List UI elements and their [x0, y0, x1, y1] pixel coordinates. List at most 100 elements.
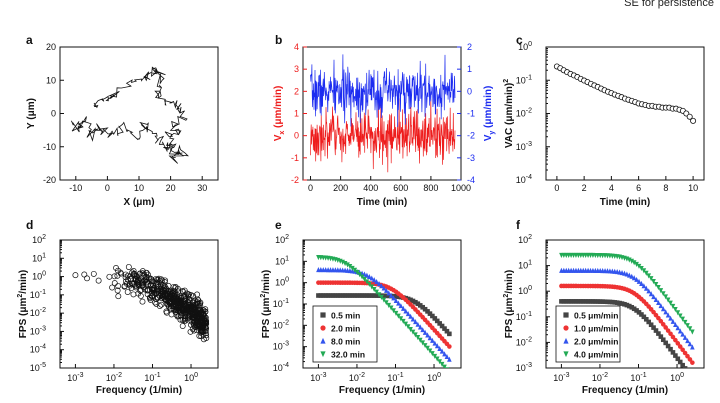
- data-marker: [430, 313, 435, 319]
- fps-point: [167, 306, 174, 313]
- data-marker: [337, 293, 343, 298]
- data-marker: [405, 296, 411, 302]
- fps-point: [177, 316, 184, 323]
- panel-d-xlabel: Frequency (1/min): [96, 385, 182, 396]
- series-0-5-min: [316, 293, 452, 337]
- fps-point: [158, 301, 165, 308]
- data-marker: [384, 287, 389, 293]
- data-marker: [447, 356, 452, 362]
- fps-point: [121, 283, 128, 290]
- panel-label-e: e: [275, 218, 282, 232]
- data-marker: [393, 294, 399, 299]
- data-marker: [670, 350, 676, 355]
- data-marker: [634, 261, 639, 268]
- data-marker: [398, 316, 404, 322]
- fps-point: [166, 298, 173, 305]
- fps-point: [95, 277, 102, 284]
- panel-f-ytick-label: 102: [518, 234, 532, 245]
- data-marker: [379, 283, 384, 289]
- data-marker: [352, 293, 358, 298]
- data-marker: [675, 356, 681, 362]
- data-marker: [369, 284, 375, 290]
- data-marker: [648, 276, 654, 282]
- fps-point: [115, 267, 121, 274]
- fps-point: [190, 303, 197, 310]
- data-marker: [447, 344, 452, 349]
- data-marker: [408, 313, 413, 319]
- data-marker: [677, 359, 683, 365]
- data-marker: [682, 350, 688, 356]
- data-marker: [561, 299, 567, 304]
- data-marker: [629, 273, 635, 279]
- data-marker: [600, 299, 605, 304]
- data-marker: [636, 263, 642, 269]
- data-marker: [663, 340, 668, 346]
- series-1-0-m-min: [559, 283, 695, 365]
- data-marker: [408, 297, 413, 303]
- data-marker: [639, 280, 644, 286]
- panel-b-left-ytick-label: -2: [291, 175, 299, 185]
- panel-d-ytick-label: 100: [32, 271, 46, 282]
- legend-marker-1: [563, 325, 569, 331]
- fps-point: [114, 287, 121, 294]
- panel-c-ytick-label: 10-4: [516, 174, 532, 185]
- data-marker: [381, 285, 387, 291]
- panel-c-frame: [545, 46, 705, 181]
- fps-point: [187, 305, 194, 312]
- data-marker: [425, 332, 430, 338]
- panel-d-xtick-label: 10-3: [67, 372, 83, 383]
- fps-point: [115, 283, 122, 289]
- data-marker: [634, 276, 639, 282]
- data-marker: [588, 299, 593, 304]
- fps-point: [202, 308, 209, 315]
- data-marker: [345, 262, 350, 268]
- panel-c-ytick-label: 10-2: [516, 108, 532, 119]
- panel-a-xtick-label: 20: [166, 183, 176, 193]
- data-marker: [663, 309, 668, 315]
- data-marker: [658, 303, 664, 309]
- panel-e-ytick-label: 102: [275, 234, 289, 245]
- data-marker: [434, 318, 440, 324]
- fps-point: [200, 322, 207, 328]
- data-marker: [335, 293, 341, 298]
- panel-a-xtick-label: 0: [105, 183, 110, 193]
- data-marker: [367, 293, 372, 298]
- data-marker: [350, 265, 355, 271]
- fps-point: [163, 309, 170, 316]
- panel-b-xlabel: Time (min): [357, 197, 407, 208]
- data-marker: [347, 264, 353, 270]
- fps-point: [172, 295, 179, 302]
- data-marker: [680, 331, 685, 337]
- fps-point: [109, 284, 116, 291]
- legend-label: 4.0 μm/min: [574, 350, 618, 360]
- data-marker: [354, 293, 360, 298]
- series-32-0-min: [316, 255, 450, 368]
- data-marker: [371, 293, 377, 298]
- data-marker: [367, 273, 372, 280]
- data-marker: [585, 299, 591, 304]
- data-marker: [396, 313, 401, 319]
- panel-label-b: b: [275, 33, 282, 47]
- data-marker: [444, 353, 450, 360]
- data-marker: [590, 299, 596, 304]
- panel-b-xtick-label: 800: [423, 183, 438, 193]
- panel-c-ytick-label: 10-3: [516, 141, 532, 152]
- vx-series-line: [310, 98, 456, 173]
- data-marker: [354, 269, 360, 276]
- data-marker: [614, 300, 620, 305]
- data-marker: [665, 328, 671, 333]
- data-marker: [641, 314, 647, 320]
- panel-b-right-ytick-label: -4: [467, 175, 475, 185]
- fps-point: [84, 275, 90, 282]
- fps-point: [200, 310, 207, 317]
- data-marker: [656, 315, 661, 321]
- fps-point: [154, 276, 161, 283]
- data-marker: [690, 344, 695, 350]
- fps-point: [203, 320, 210, 327]
- data-marker: [656, 299, 661, 306]
- data-marker: [364, 279, 370, 285]
- fps-point: [191, 327, 198, 334]
- data-marker: [624, 271, 630, 277]
- fps-point: [172, 309, 179, 316]
- panel-f-xlabel: Frequency (1/min): [582, 385, 668, 396]
